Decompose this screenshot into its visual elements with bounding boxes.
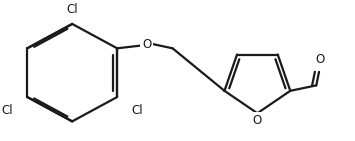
Text: Cl: Cl [66, 3, 78, 16]
Text: Cl: Cl [2, 104, 13, 117]
Text: O: O [253, 114, 262, 127]
Text: O: O [315, 53, 324, 66]
Text: O: O [142, 38, 151, 51]
Text: Cl: Cl [131, 104, 143, 117]
